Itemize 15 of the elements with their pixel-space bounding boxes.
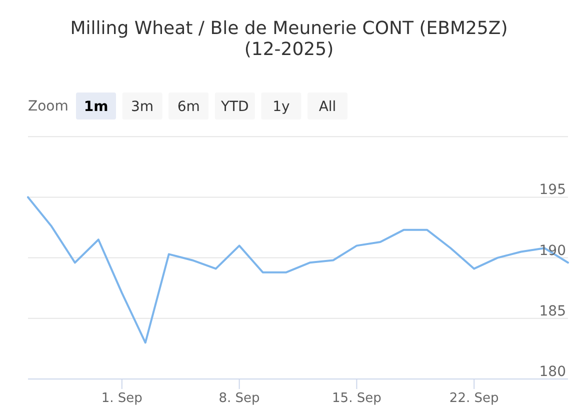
range-button: 1m <box>76 92 116 120</box>
chart-title: Milling Wheat / Ble de Meunerie CONT (EBM25Z) (12-2025) <box>70 18 508 60</box>
range-button: 3m <box>122 92 162 120</box>
y-tick-label: 195 <box>539 182 566 198</box>
range-button: 1y <box>261 92 302 120</box>
y-tick-label: 180 <box>539 364 566 380</box>
range-button: YTD <box>214 92 255 120</box>
x-tick-label: 22. Sep <box>449 391 499 406</box>
range-button: All <box>308 92 348 120</box>
x-tick-label: 15. Sep <box>332 391 382 406</box>
x-tick-label: 1. Sep <box>101 391 142 406</box>
range-button: 6m <box>168 92 209 120</box>
x-tick-label: 8. Sep <box>218 391 260 406</box>
text: Zoom <box>28 98 68 114</box>
y-tick-label: 185 <box>539 303 566 320</box>
